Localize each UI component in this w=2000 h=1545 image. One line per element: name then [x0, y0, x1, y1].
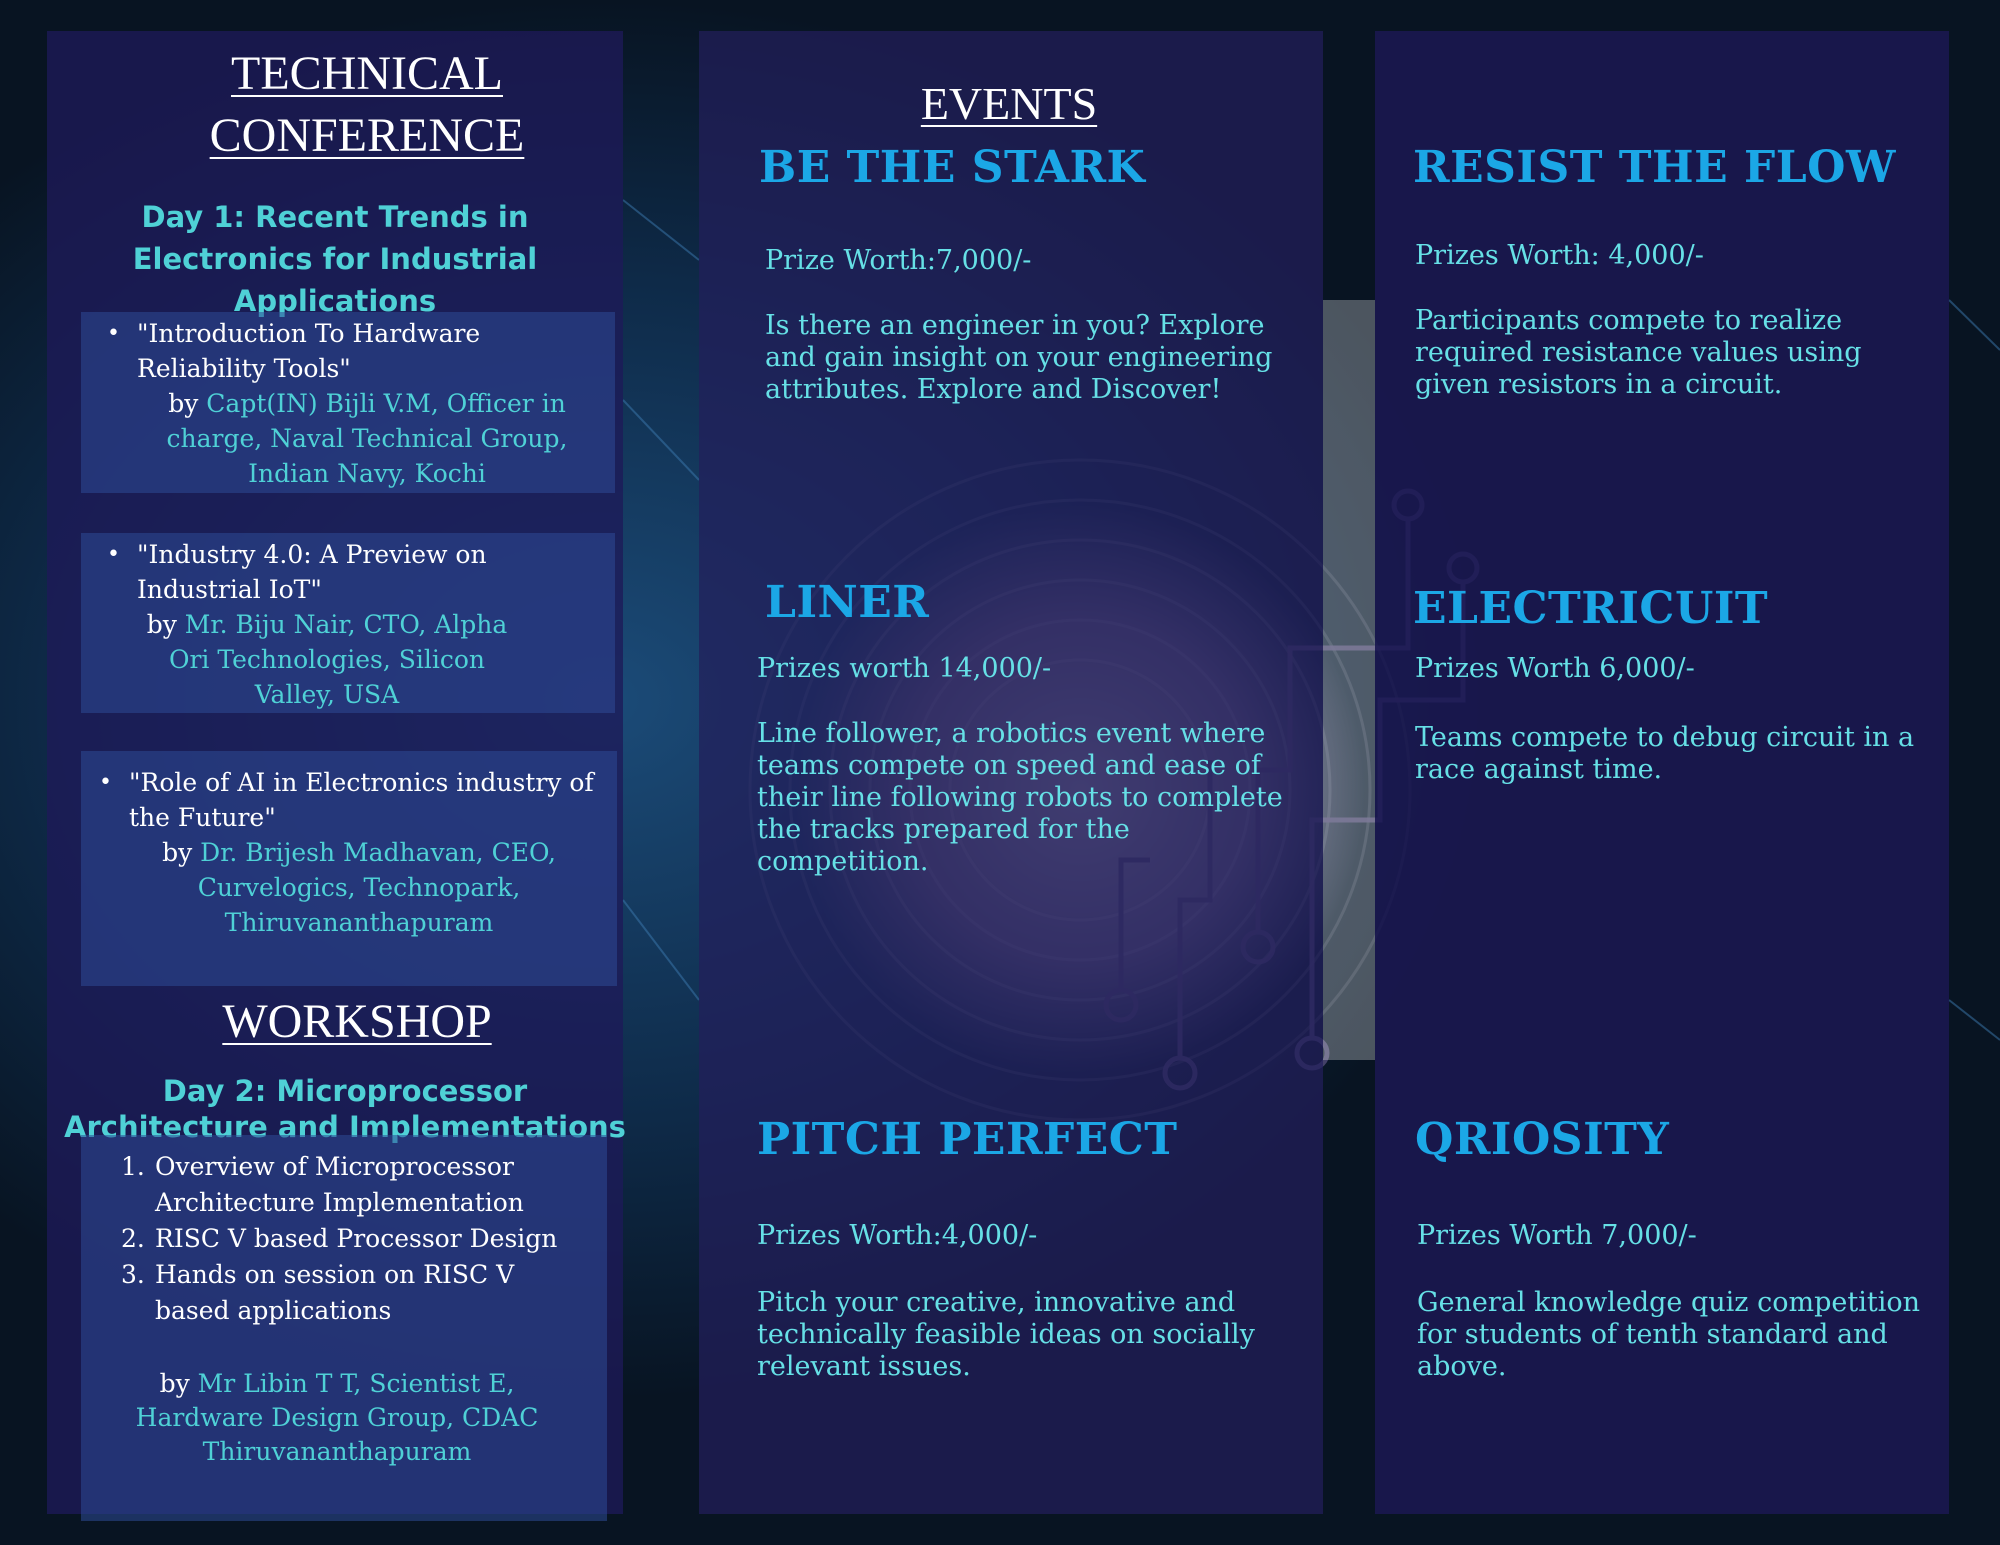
event-prize: Prizes Worth 7,000/-: [1417, 1220, 1697, 1251]
day1-title: Day 1: Recent Trends in Electronics for …: [132, 200, 538, 318]
event-prize: Prizes Worth 6,000/-: [1415, 653, 1695, 684]
talk-item: • "Role of AI in Electronics industry of…: [99, 765, 619, 940]
bullet-icon: •: [107, 321, 120, 346]
event-title: LINER: [765, 577, 930, 628]
event-description: General knowledge quiz competition for s…: [1417, 1287, 1920, 1382]
list-number: 1.: [121, 1152, 145, 1181]
talk-card: [81, 312, 615, 493]
agenda-item: Overview of Microprocessor Architecture …: [155, 1152, 524, 1217]
talk-by: by: [168, 389, 199, 418]
workshop-agenda: 1. Overview of Microprocessor Architectu…: [121, 1149, 591, 1329]
list-number: 3.: [121, 1260, 145, 1289]
workshop-speaker-line2: Hardware Design Group, CDAC: [135, 1403, 539, 1432]
workshop-title: WORKSHOP: [222, 995, 492, 1048]
events-panel-left: EVENTS BE THE STARK Prize Worth:7,000/- …: [699, 31, 1323, 1514]
event-title: RESIST THE FLOW: [1413, 142, 1896, 193]
talk-title: "Introduction To Hardware Reliability To…: [137, 319, 481, 383]
agenda-item: Hands on session on RISC V based applica…: [155, 1260, 515, 1325]
bullet-icon: •: [107, 542, 120, 567]
workshop-by: by: [159, 1369, 190, 1398]
bullet-icon: •: [99, 770, 112, 795]
event-prize: Prizes Worth: 4,000/-: [1415, 240, 1704, 271]
event-title: ELECTRICUIT: [1413, 583, 1769, 634]
workshop-speaker: by Mr Libin T T, Scientist E, Hardware D…: [87, 1367, 587, 1469]
list-number: 2.: [121, 1224, 145, 1253]
talk-title: "Role of AI in Electronics industry of t…: [129, 768, 594, 832]
workshop-speaker-line3: Thiruvananthapuram: [202, 1437, 472, 1466]
talk-title: "Industry 4.0: A Preview on Industrial I…: [137, 540, 487, 604]
event-description: Line follower, a robotics event where te…: [757, 718, 1283, 877]
workshop-card: [81, 1135, 607, 1521]
event-title: BE THE STARK: [759, 142, 1146, 193]
workshop-speaker-line1: Mr Libin T T, Scientist E,: [197, 1369, 515, 1398]
talk-speaker: Capt(IN) Bijli V.M, Officer in charge, N…: [166, 389, 568, 488]
event-prize: Prize Worth:7,000/-: [765, 245, 1032, 276]
event-description: Teams compete to debug circuit in a race…: [1415, 722, 1915, 785]
event-description: Participants compete to realize required…: [1415, 305, 1862, 400]
event-title: QRIOSITY: [1415, 1114, 1670, 1165]
talk-by: by: [146, 610, 177, 639]
talk-speaker: Mr. Biju Nair, CTO, Alpha Ori Technologi…: [168, 610, 508, 709]
talk-item: • "Industry 4.0: A Preview on Industrial…: [107, 537, 527, 712]
talk-by: by: [162, 838, 193, 867]
event-prize: Prizes worth 14,000/-: [757, 653, 1052, 684]
conference-panel: TECHNICAL CONFERENCE Day 1: Recent Trend…: [47, 31, 626, 1521]
talk-item: • "Introduction To Hardware Reliability …: [107, 316, 607, 491]
events-title: EVENTS: [920, 78, 1098, 129]
talk-speaker: Dr. Brijesh Madhavan, CEO, Curvelogics, …: [197, 838, 556, 937]
talk-card: [81, 751, 617, 986]
events-panel-right: RESIST THE FLOW Prizes Worth: 4,000/- Pa…: [1375, 31, 1949, 1514]
event-description: Pitch your creative, innovative and tech…: [757, 1287, 1255, 1382]
agenda-item: RISC V based Processor Design: [155, 1224, 558, 1253]
talk-card: [81, 533, 615, 713]
event-title: PITCH PERFECT: [757, 1114, 1178, 1165]
event-description: Is there an engineer in you? Explore and…: [765, 310, 1273, 405]
event-prize: Prizes Worth:4,000/-: [757, 1220, 1038, 1251]
conference-title: TECHNICAL CONFERENCE: [209, 47, 525, 162]
